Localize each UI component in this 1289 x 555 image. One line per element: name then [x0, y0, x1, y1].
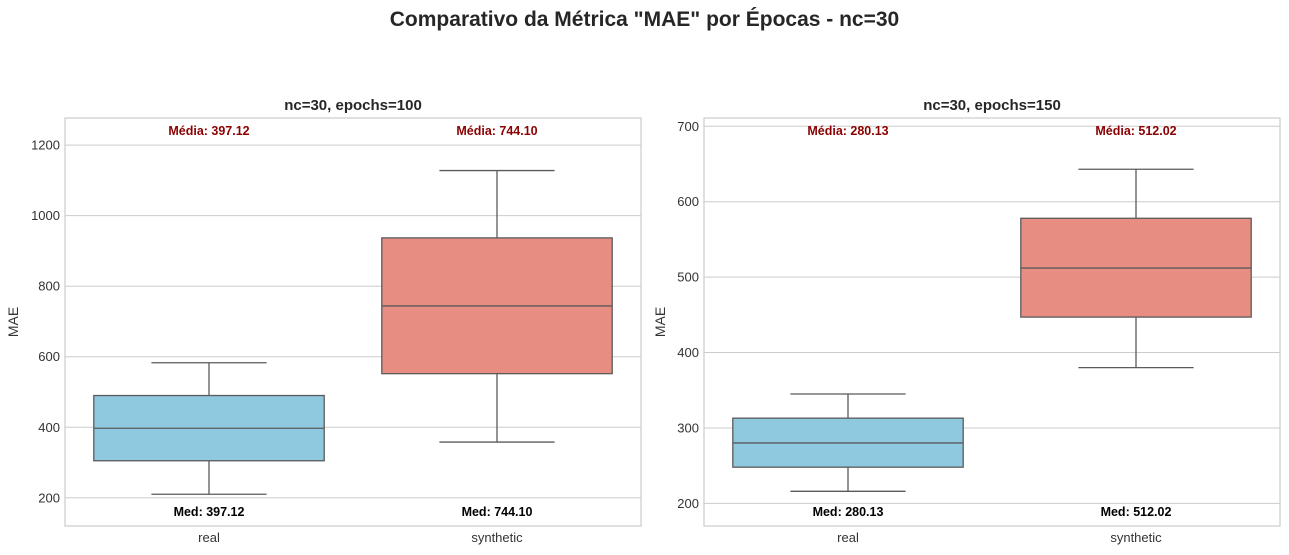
box-synthetic: [1020, 168, 1252, 369]
x-tick-label: real: [198, 530, 220, 545]
mean-label: Média: 397.12: [168, 124, 249, 138]
y-tick-label: 300: [677, 420, 699, 435]
box-real: [732, 393, 964, 492]
y-tick-label: 400: [38, 420, 60, 435]
mean-label: Média: 744.10: [456, 124, 537, 138]
median-label: Med: 280.13: [813, 505, 884, 519]
mean-label: Média: 280.13: [807, 124, 888, 138]
box-real: [93, 362, 325, 495]
y-tick-label: 200: [677, 496, 699, 511]
y-tick-label: 400: [677, 345, 699, 360]
plot-frame: [703, 117, 1281, 527]
figure-title: Comparativo da Métrica "MAE" por Épocas …: [389, 8, 900, 31]
box-synthetic: [381, 169, 613, 443]
panel-title: nc=30, epochs=100: [284, 97, 422, 114]
y-tick-label: 1200: [31, 138, 60, 153]
x-tick-label: synthetic: [471, 530, 523, 545]
y-axis-label: MAE: [652, 307, 668, 337]
median-label: Med: 512.02: [1101, 505, 1172, 519]
y-tick-label: 200: [38, 490, 60, 505]
y-tick-label: 700: [677, 119, 699, 134]
mean-label: Média: 512.02: [1095, 124, 1176, 138]
y-axis-label: MAE: [5, 307, 21, 337]
panel-title: nc=30, epochs=150: [923, 97, 1061, 114]
plot-frame: [64, 117, 642, 527]
y-tick-label: 1000: [31, 208, 60, 223]
y-tick-label: 500: [677, 270, 699, 285]
median-label: Med: 397.12: [174, 505, 245, 519]
x-tick-label: synthetic: [1110, 530, 1162, 545]
median-label: Med: 744.10: [462, 505, 533, 519]
y-tick-label: 600: [38, 349, 60, 364]
y-tick-label: 600: [677, 194, 699, 209]
x-tick-label: real: [837, 530, 859, 545]
y-tick-label: 800: [38, 279, 60, 294]
